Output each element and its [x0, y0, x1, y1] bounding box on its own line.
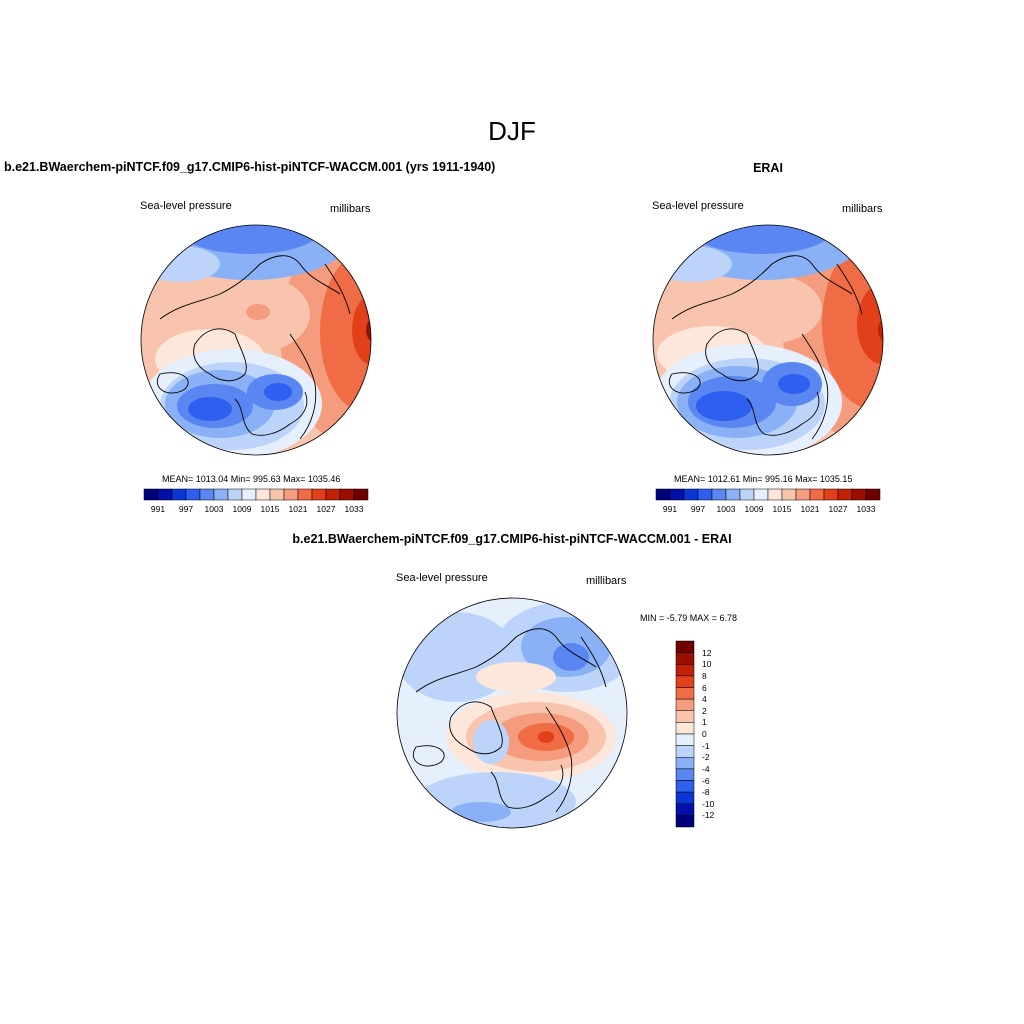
model-colorbar [143, 488, 369, 501]
colorbar-tick-label: 1003 [204, 504, 224, 514]
colorbar-tick-label: 991 [150, 504, 166, 514]
colorbar-swatch [675, 722, 695, 735]
colorbar-swatch [143, 488, 159, 501]
colorbar-swatch [675, 733, 695, 746]
colorbar-tick-label: 997 [690, 504, 706, 514]
colorbar-swatch [675, 652, 695, 665]
model-panel-title: b.e21.BWaerchem-piNTCF.f09_g17.CMIP6-his… [4, 160, 496, 174]
model-stats: MEAN= 1013.04 Min= 995.63 Max= 1035.46 [162, 474, 341, 484]
obs-units-label: millibars [842, 203, 883, 215]
colorbar-tick-label: 2 [702, 705, 707, 716]
colorbar-tick-label: 1015 [772, 504, 792, 514]
colorbar-tick-label: -10 [702, 798, 715, 809]
diff-panel-title: b.e21.BWaerchem-piNTCF.f09_g17.CMIP6-his… [292, 532, 732, 546]
colorbar-swatch [675, 780, 695, 793]
colorbar-tick-label: 0 [702, 729, 707, 739]
colorbar-swatch [675, 745, 695, 758]
diff-stats: MIN = -5.79 MAX = 6.78 [640, 613, 738, 623]
colorbar-tick-label: 997 [178, 504, 194, 514]
colorbar-tick-label: 4 [702, 694, 707, 705]
figure-title: DJF [488, 116, 536, 146]
diff-polar-map [396, 597, 628, 829]
colorbar-tick-label: 8 [702, 670, 707, 681]
colorbar-swatch [669, 488, 685, 501]
colorbar-swatch [255, 488, 271, 501]
colorbar-tick-label: -2 [702, 752, 710, 763]
colorbar-tick-label: 1009 [232, 504, 252, 514]
colorbar-tick-label: 1009 [744, 504, 764, 514]
colorbar-swatch [675, 710, 695, 723]
colorbar-swatch [227, 488, 243, 501]
colorbar-tick-label: 1033 [856, 504, 876, 514]
model-polar-map [140, 224, 372, 456]
colorbar-swatch [675, 640, 695, 653]
obs-stats: MEAN= 1012.61 Min= 995.16 Max= 1035.15 [674, 474, 853, 484]
colorbar-swatch [171, 488, 187, 501]
obs-variable-label: Sea-level pressure [652, 200, 744, 212]
obs-colorbar [655, 488, 881, 501]
colorbar-tick-label: -6 [702, 775, 710, 786]
obs-panel-title: ERAI [753, 161, 783, 175]
colorbar-tick-label: 1027 [828, 504, 848, 514]
colorbar-tick-label: 1027 [316, 504, 336, 514]
colorbar-swatch [675, 687, 695, 700]
colorbar-tick-label: 10 [702, 659, 712, 670]
colorbar-tick-label: -1 [702, 740, 710, 751]
diff-units-label: millibars [586, 575, 627, 587]
colorbar-tick-label: -12 [702, 810, 715, 821]
colorbar-swatch [865, 488, 881, 501]
colorbar-tick-label: 1015 [260, 504, 280, 514]
model-units-label: millibars [330, 203, 371, 215]
colorbar-swatch [353, 488, 369, 501]
colorbar-tick-label: -4 [702, 763, 710, 774]
colorbar-swatch [241, 488, 257, 501]
colorbar-swatch [675, 664, 695, 677]
colorbar-swatch [185, 488, 201, 501]
colorbar-swatch [739, 488, 755, 501]
colorbar-tick-label: 6 [702, 682, 707, 693]
colorbar-tick-label: 1003 [716, 504, 736, 514]
model-variable-label: Sea-level pressure [140, 200, 232, 212]
colorbar-tick-label: 1021 [288, 504, 308, 514]
colorbar-swatch [675, 791, 695, 804]
colorbar-swatch [675, 815, 695, 828]
colorbar-swatch [753, 488, 769, 501]
colorbar-swatch [711, 488, 727, 501]
colorbar-tick-label: 12 [702, 647, 712, 658]
colorbar-swatch [767, 488, 783, 501]
colorbar-tick-label: -8 [702, 787, 710, 798]
colorbar-tick-label: 1021 [800, 504, 820, 514]
diff-variable-label: Sea-level pressure [396, 572, 488, 584]
colorbar-swatch [675, 803, 695, 816]
colorbar-swatch [283, 488, 299, 501]
colorbar-swatch [809, 488, 825, 501]
diff-colorbar [675, 640, 695, 828]
colorbar-tick-label: 1 [702, 717, 707, 728]
colorbar-swatch [675, 675, 695, 688]
colorbar-tick-label: 991 [662, 504, 678, 514]
colorbar-swatch [683, 488, 699, 501]
colorbar-swatch [781, 488, 797, 501]
colorbar-swatch [725, 488, 741, 501]
colorbar-swatch [675, 698, 695, 711]
colorbar-swatch [795, 488, 811, 501]
colorbar-swatch [851, 488, 867, 501]
colorbar-swatch [823, 488, 839, 501]
colorbar-swatch [325, 488, 341, 501]
colorbar-swatch [655, 488, 671, 501]
colorbar-swatch [697, 488, 713, 501]
colorbar-swatch [675, 768, 695, 781]
colorbar-swatch [837, 488, 853, 501]
colorbar-swatch [297, 488, 313, 501]
obs-polar-map [652, 224, 884, 456]
colorbar-swatch [157, 488, 173, 501]
colorbar-swatch [311, 488, 327, 501]
colorbar-swatch [213, 488, 229, 501]
colorbar-tick-label: 1033 [344, 504, 364, 514]
colorbar-swatch [675, 757, 695, 770]
colorbar-swatch [199, 488, 215, 501]
colorbar-swatch [339, 488, 355, 501]
colorbar-swatch [269, 488, 285, 501]
